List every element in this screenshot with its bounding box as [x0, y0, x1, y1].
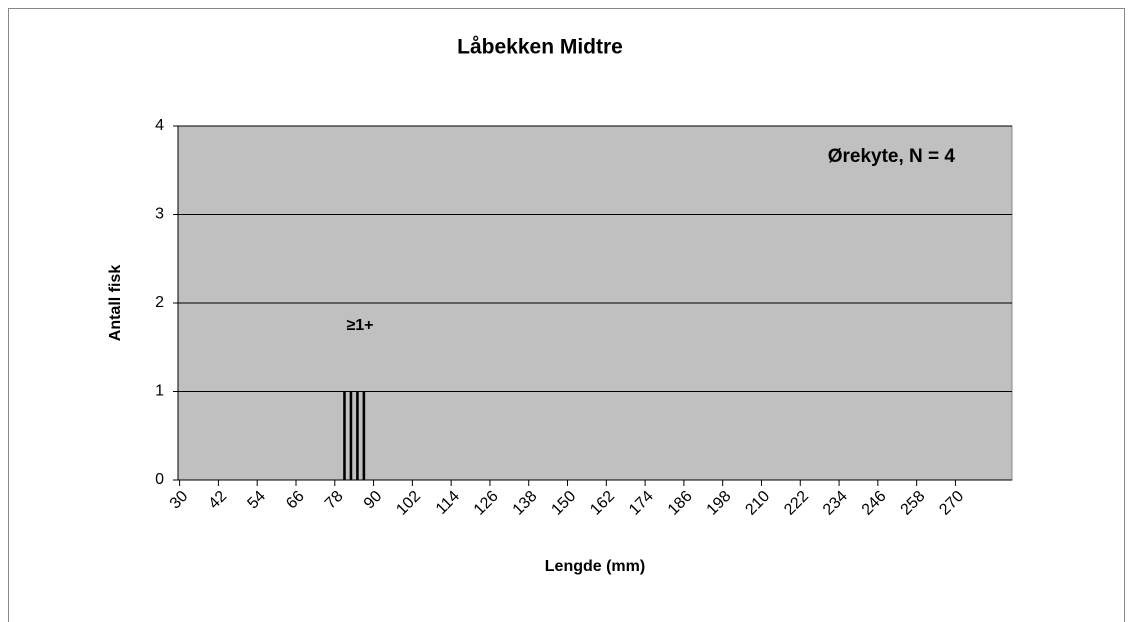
- y-axis-label: Antall fisk: [107, 265, 124, 342]
- y-tick-label: 4: [155, 117, 164, 134]
- bar: [356, 391, 359, 480]
- y-tick-label: 1: [155, 383, 164, 400]
- bar: [349, 391, 353, 480]
- x-axis-label: Lengde (mm): [545, 558, 645, 575]
- chart-title: Låbekken Midtre: [457, 36, 623, 59]
- y-tick-label: 3: [155, 206, 164, 223]
- annotation: ≥1+: [346, 317, 373, 334]
- y-tick-label: 2: [155, 294, 164, 311]
- bar: [343, 391, 346, 480]
- bar: [362, 391, 366, 480]
- y-tick-label: 0: [155, 471, 164, 488]
- annotation: Ørekyte, N = 4: [828, 146, 956, 167]
